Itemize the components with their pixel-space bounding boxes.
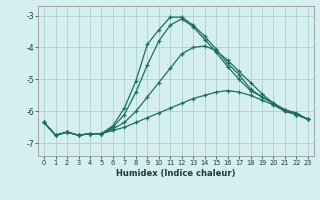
X-axis label: Humidex (Indice chaleur): Humidex (Indice chaleur) [116, 169, 236, 178]
